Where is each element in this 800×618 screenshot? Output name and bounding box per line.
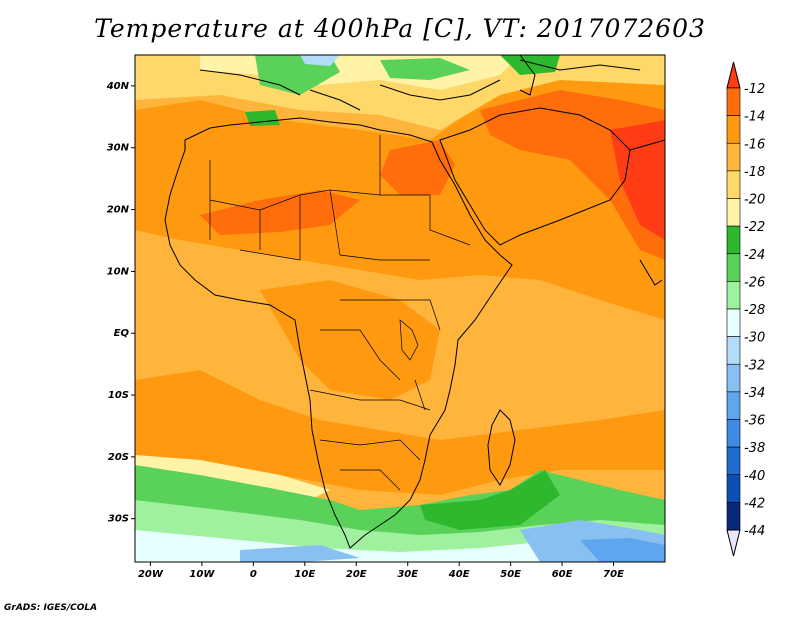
field-south-orange [135, 370, 665, 495]
x-tick-label: 20E [346, 569, 367, 580]
colorbar-label: -44 [744, 524, 765, 539]
madagascar-coastline [487, 409, 516, 486]
x-tick-label: 50E [500, 569, 521, 580]
plot-frame [134, 54, 666, 563]
colorbar-swatch [726, 336, 741, 365]
coastlines [164, 55, 665, 549]
x-tick-label: 10E [294, 569, 315, 580]
y-tick-label: EQ [114, 328, 130, 339]
colorbar-swatch [726, 115, 741, 144]
x-tick-label: 40E [448, 569, 470, 580]
x-tick-label: 10W [189, 569, 215, 580]
y-tick-label: 10S [108, 390, 129, 401]
x-tick-label: 0 [250, 569, 257, 580]
arabia-coastline [439, 107, 631, 246]
colorbar-label: -14 [744, 110, 765, 125]
colorbar-label: -28 [744, 303, 765, 318]
colorbar-swatch [726, 391, 741, 420]
colorbar-swatch [726, 419, 741, 448]
field-south-darkgreen [420, 470, 560, 530]
caspian-coast [519, 55, 536, 96]
chart-title: Temperature at 400hPa [C], VT: 201707260… [94, 14, 706, 43]
colorbar-swatch [726, 198, 741, 227]
field-iberia-green [245, 110, 280, 126]
x-tick-label: 70E [603, 569, 624, 580]
colorbar-label: -30 [744, 331, 765, 346]
colorbar-label: -38 [744, 441, 765, 456]
colorbar-label: -32 [744, 358, 765, 373]
colorbar-label: -40 [744, 469, 765, 484]
colorbar-swatch [726, 502, 741, 531]
temperature-field [135, 55, 665, 562]
colorbar: -12 -14 -16 -18 -20 -22 -24 -26 -28 -30 -32 -34 -36 -… [726, 61, 765, 557]
y-axis-ticks: 40N 30N 20N 10N EQ 10S 20S 30S [106, 81, 135, 525]
colorbar-swatch [726, 308, 741, 337]
field-europe-green-3 [500, 55, 560, 75]
colorbar-label: -16 [744, 137, 765, 152]
field-south-blue-3 [580, 538, 665, 562]
colorbar-swatch [726, 474, 741, 503]
india-coastline [629, 139, 665, 286]
colorbar-label: -42 [744, 496, 765, 511]
y-tick-label: 10N [107, 266, 130, 277]
x-tick-label: 30E [397, 569, 418, 580]
africa-coastline [164, 117, 513, 549]
colorbar-swatch [726, 170, 741, 199]
colorbar-label: -24 [744, 248, 765, 263]
colorbar-swatch [726, 142, 741, 172]
colorbar-bottom-triangle [726, 529, 741, 557]
field-south-blue [240, 545, 360, 562]
field-europe-green-2 [380, 58, 470, 80]
field-egypt-red [380, 140, 455, 195]
colorbar-label: -36 [744, 414, 765, 429]
colorbar-label: -12 [744, 82, 765, 97]
colorbar-swatch [726, 363, 741, 393]
y-tick-label: 30N [107, 143, 130, 154]
x-axis-ticks: 20W 10W 0 10E 20E 30E 40E 50E 60E 70E [138, 562, 624, 580]
y-tick-label: 40N [106, 81, 130, 92]
y-tick-label: 30S [108, 514, 129, 525]
footer-credit: GrADS: IGES/COLA [4, 603, 98, 613]
y-tick-label: 20N [107, 205, 130, 216]
x-tick-label: 20W [138, 569, 164, 580]
colorbar-swatch [726, 446, 741, 476]
field-north-lightblue [300, 55, 340, 66]
colorbar-swatch [726, 225, 741, 255]
field-central-africa-orange [260, 280, 440, 400]
country-borders [209, 135, 471, 491]
colorbar-swatch [726, 281, 741, 310]
colorbar-label: -20 [744, 193, 765, 208]
colorbar-swatch [726, 253, 741, 282]
x-tick-label: 60E [552, 569, 573, 580]
colorbar-label: -22 [744, 220, 765, 235]
colorbar-label: -34 [744, 386, 765, 401]
europe-coastline [199, 59, 641, 111]
field-india-hot [610, 120, 665, 240]
colorbar-label: -18 [744, 165, 765, 180]
colorbar-swatch [726, 87, 741, 116]
colorbar-label: -26 [744, 275, 765, 290]
colorbar-top-triangle [726, 61, 741, 89]
y-tick-label: 20S [108, 452, 129, 463]
field-sahara-red [200, 190, 360, 235]
